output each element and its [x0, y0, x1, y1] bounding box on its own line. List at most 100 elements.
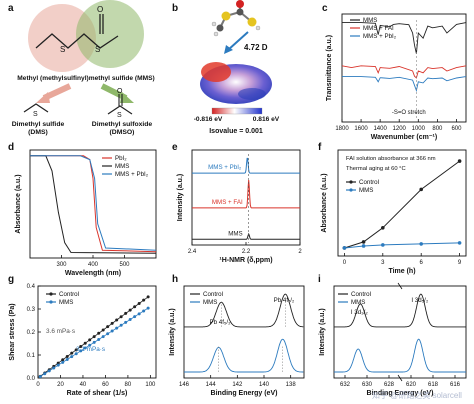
panel-f-point — [419, 187, 424, 192]
mms-name: Methyl (methylsulfinyl)methyl sulfide (M… — [17, 75, 154, 82]
panel-g-point — [74, 352, 78, 356]
dms-name: Dimethyl sulfide — [12, 121, 65, 128]
esp-positive-region — [238, 88, 266, 100]
panel-f-point — [361, 244, 366, 248]
panel-e-series-red — [192, 180, 300, 209]
panel-letter-a: a — [8, 3, 14, 14]
panel-g-point — [88, 338, 92, 342]
panel-h-peak-label: Pb 4f₇/₂ — [274, 297, 295, 304]
dms-abbr: (DMS) — [28, 129, 48, 136]
panel-e-xtick-label: 2 — [298, 249, 302, 255]
panel-f-annotation: FAI solution absorbance at 366 nm — [346, 156, 436, 162]
panel-c-legend-label: MMS + FAI — [363, 25, 394, 32]
panel-e-xlabel: ¹H-NMR (δ,ppm) — [219, 257, 272, 264]
panel-g-ytick-label: 0.2 — [27, 330, 36, 336]
panel-f-xtick-label: 9 — [458, 260, 462, 266]
panel-g-point — [142, 309, 146, 313]
panel-h-legend-label: MMS — [203, 299, 217, 306]
panel-d-ylabel: Absorbance (a.u.) — [15, 174, 22, 233]
panel-g-annotation: 3.6 mPa·s — [46, 328, 75, 335]
panel-g-point — [65, 354, 69, 358]
panel-g-viscosity-chart: 0 20 40 60 80 100 Rate of shear (1/s) 0.0 0.1 0.2… — [9, 284, 157, 397]
panel-g-point — [133, 315, 137, 319]
panel-f-legend-label: MMS — [359, 187, 373, 194]
panel-e-xtick-label: 2.2 — [242, 249, 251, 255]
panel-g-point — [56, 361, 60, 365]
panel-d-frame — [29, 149, 157, 259]
panel-g-point — [97, 331, 101, 335]
panel-i-axis-break — [397, 282, 403, 290]
dmso-abbr: (DMSO) — [110, 129, 135, 136]
panel-d-legend-label: PbI₂ — [115, 155, 127, 162]
panel-i-xtick-label: 618 — [428, 382, 439, 388]
panel-letter-b: b — [172, 3, 178, 14]
panel-f-legend-label: Control — [359, 179, 379, 186]
panel-letter-i: i — [318, 274, 321, 285]
panel-g-point — [133, 305, 137, 309]
panel-g-point — [115, 326, 119, 330]
panel-h-xlabel: Binding Energy (eV) — [211, 390, 278, 397]
panel-c-legend-label: MMS + PbI₂ — [363, 33, 397, 40]
panel-a-schematic: S S O Methyl (methylsulfinyl)methyl sulf… — [12, 0, 155, 136]
panel-g-point — [65, 357, 69, 361]
panel-f-series-black — [344, 160, 460, 249]
mms-s2-label: S — [95, 45, 100, 54]
panel-c-ylabel: Transmittance (a.u.) — [326, 35, 333, 101]
panel-g-point — [146, 295, 150, 299]
panel-e-nmr-chart: 2.4 2.2 2 ¹H-NMR (δ,ppm) Intensity (a.u.) MMS… — [177, 149, 302, 264]
panel-h-xtick-label: 140 — [259, 382, 270, 388]
esp-scale-min: -0.816 eV — [194, 116, 223, 123]
panel-i-legend-label: Control — [351, 291, 371, 298]
dmso-skeleton — [107, 105, 133, 115]
panel-g-point — [101, 335, 105, 339]
panel-g-point — [97, 337, 101, 341]
panel-g-point — [74, 348, 78, 352]
dipole-arrow-head — [224, 45, 233, 54]
panel-d-xtick-label: 400 — [88, 262, 99, 268]
panel-g-ylabel: Shear stress (Pa) — [9, 303, 16, 360]
panel-g-point — [70, 351, 74, 355]
panel-e-series-label: MMS + PbI₂ — [208, 164, 242, 171]
panel-i-legend-label: MMS — [351, 299, 365, 306]
panel-i-series-blue — [400, 338, 466, 373]
panel-i-axis-break — [397, 374, 403, 382]
oxygen-atom — [236, 0, 244, 8]
panel-h-peak-label: Pb 4f₅/₂ — [209, 319, 231, 326]
panel-g-ytick-label: 0.4 — [27, 284, 36, 290]
esp-color-scale — [211, 107, 263, 115]
panel-c-series-black — [342, 22, 467, 54]
panel-c-series-red — [341, 65, 467, 79]
panel-f-point — [361, 240, 366, 244]
panel-c-xtick-label: 1600 — [354, 126, 368, 132]
panel-g-xtick-label: 60 — [102, 382, 109, 388]
panel-f-xtick-label: 3 — [381, 260, 385, 266]
panel-i-peak-label: I 3d₅/₂ — [411, 297, 429, 304]
dmso-name: Dimethyl sulfoxide — [92, 121, 153, 128]
panel-g-legend-marker — [49, 292, 53, 296]
panel-c-xtick-label: 1000 — [412, 126, 426, 132]
panel-f-series-blue — [344, 242, 460, 249]
panel-i-i3d-xps-chart: 632 630 628 620 618 616 Binding Energy (eV) Int… — [319, 282, 467, 397]
panel-f-absorbance-time-chart: 0 3 6 9 Time (h) Absorbance (a.u.) FAI solutio… — [321, 149, 467, 275]
esp-negative-lobe — [201, 62, 231, 82]
panel-f-annotation: Thermal aging at 60 °C — [346, 166, 406, 172]
panel-letter-g: g — [8, 274, 14, 285]
panel-g-xlabel: Rate of shear (1/s) — [67, 390, 128, 397]
panel-g-point — [56, 363, 60, 367]
panel-g-point — [106, 332, 110, 336]
panel-g-point — [47, 369, 51, 373]
panel-h-legend-label: Control — [203, 291, 223, 298]
panel-f-legend-marker — [349, 180, 353, 184]
panel-g-ytick-label: 0.0 — [27, 376, 36, 382]
panel-e-xtick-label: 2.4 — [188, 249, 197, 255]
panel-h-xtick-label: 138 — [286, 382, 297, 388]
panel-c-xtick-label: 1200 — [393, 126, 407, 132]
panel-i-xtick-label: 620 — [406, 382, 417, 388]
panel-g-point — [92, 340, 96, 344]
panel-f-xlabel: Time (h) — [388, 268, 415, 275]
panel-i-xtick-label: 632 — [340, 382, 351, 388]
panel-g-point — [110, 321, 114, 325]
panel-h-xtick-label: 142 — [232, 382, 243, 388]
panel-letter-d: d — [8, 142, 14, 153]
